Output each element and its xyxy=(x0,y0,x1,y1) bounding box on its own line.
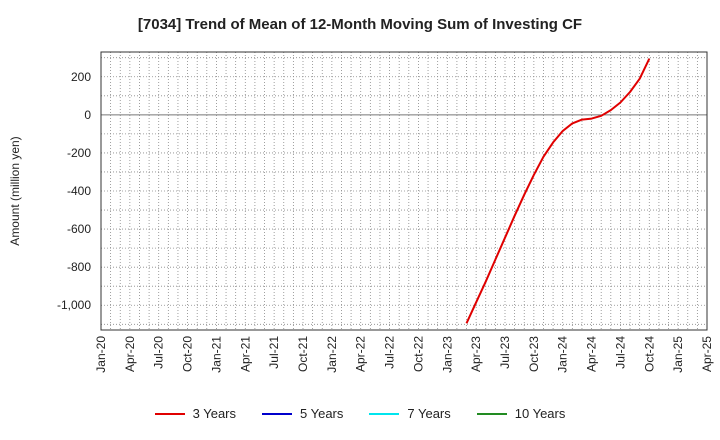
y-tick-label: 200 xyxy=(71,70,91,84)
legend-item: 3 Years xyxy=(154,406,236,421)
legend-swatch xyxy=(154,412,185,415)
x-tick-label: Jan-22 xyxy=(325,336,339,373)
x-tick-label: Jul-20 xyxy=(152,336,166,369)
plot-area xyxy=(100,51,708,331)
y-tick-label: -1,000 xyxy=(57,298,91,312)
y-tick-label: 0 xyxy=(84,108,91,122)
legend-swatch xyxy=(369,412,400,415)
x-tick-label: Oct-20 xyxy=(181,336,195,372)
x-tick-label: Jan-25 xyxy=(671,336,685,373)
x-tick-label: Jan-23 xyxy=(440,336,454,373)
x-tick-label: Jul-22 xyxy=(383,336,397,369)
x-tick-label: Jan-21 xyxy=(209,336,223,373)
x-tick-label: Jan-24 xyxy=(556,336,570,373)
y-axis-ticks: 200 0 -200 -400 -600 -800 -1,000 xyxy=(57,70,91,312)
legend-swatch xyxy=(476,412,507,415)
x-tick-label: Apr-23 xyxy=(469,336,483,372)
legend-item: 5 Years xyxy=(262,406,343,421)
x-tick-label: Jul-23 xyxy=(498,336,512,369)
x-tick-label: Apr-20 xyxy=(123,336,137,372)
x-axis-ticks: Jan-20 Apr-20 Jul-20 Oct-20 Jan-21 Apr-21 Jul-… xyxy=(94,336,714,373)
chart-title: [7034] Trend of Mean of 12-Month Moving … xyxy=(137,16,583,33)
x-tick-label: Oct-24 xyxy=(642,336,656,372)
legend-label: 7 Years xyxy=(407,406,451,421)
y-tick-label: -800 xyxy=(67,260,91,274)
series-line-3-years xyxy=(465,58,651,324)
legend-label: 3 Years xyxy=(192,406,236,421)
y-tick-label: -200 xyxy=(67,146,91,160)
series-lines xyxy=(465,58,651,324)
x-tick-label: Jan-20 xyxy=(94,336,108,373)
y-axis-label: Amount (million yen) xyxy=(8,136,22,245)
x-tick-label: Oct-23 xyxy=(527,336,541,372)
legend-item: 10 Years xyxy=(476,406,566,421)
y-tick-label: -600 xyxy=(67,222,91,236)
x-tick-label: Oct-21 xyxy=(296,336,310,372)
legend-item: 7 Years xyxy=(369,406,451,421)
x-tick-label: Jul-24 xyxy=(613,336,627,369)
x-tick-label: Jul-21 xyxy=(267,336,281,369)
legend: 3 Years 5 Years 7 Years 10 Years xyxy=(0,406,720,421)
x-tick-label: Apr-25 xyxy=(700,336,714,372)
x-tick-label: Apr-21 xyxy=(238,336,252,372)
grid-lines xyxy=(100,52,708,330)
y-tick-label: -400 xyxy=(67,184,91,198)
x-tick-label: Oct-22 xyxy=(411,336,425,372)
legend-label: 5 Years xyxy=(300,406,344,421)
legend-label: 10 Years xyxy=(514,406,566,421)
x-tick-label: Apr-24 xyxy=(585,336,599,372)
x-tick-label: Apr-22 xyxy=(354,336,368,372)
legend-swatch xyxy=(262,412,292,415)
